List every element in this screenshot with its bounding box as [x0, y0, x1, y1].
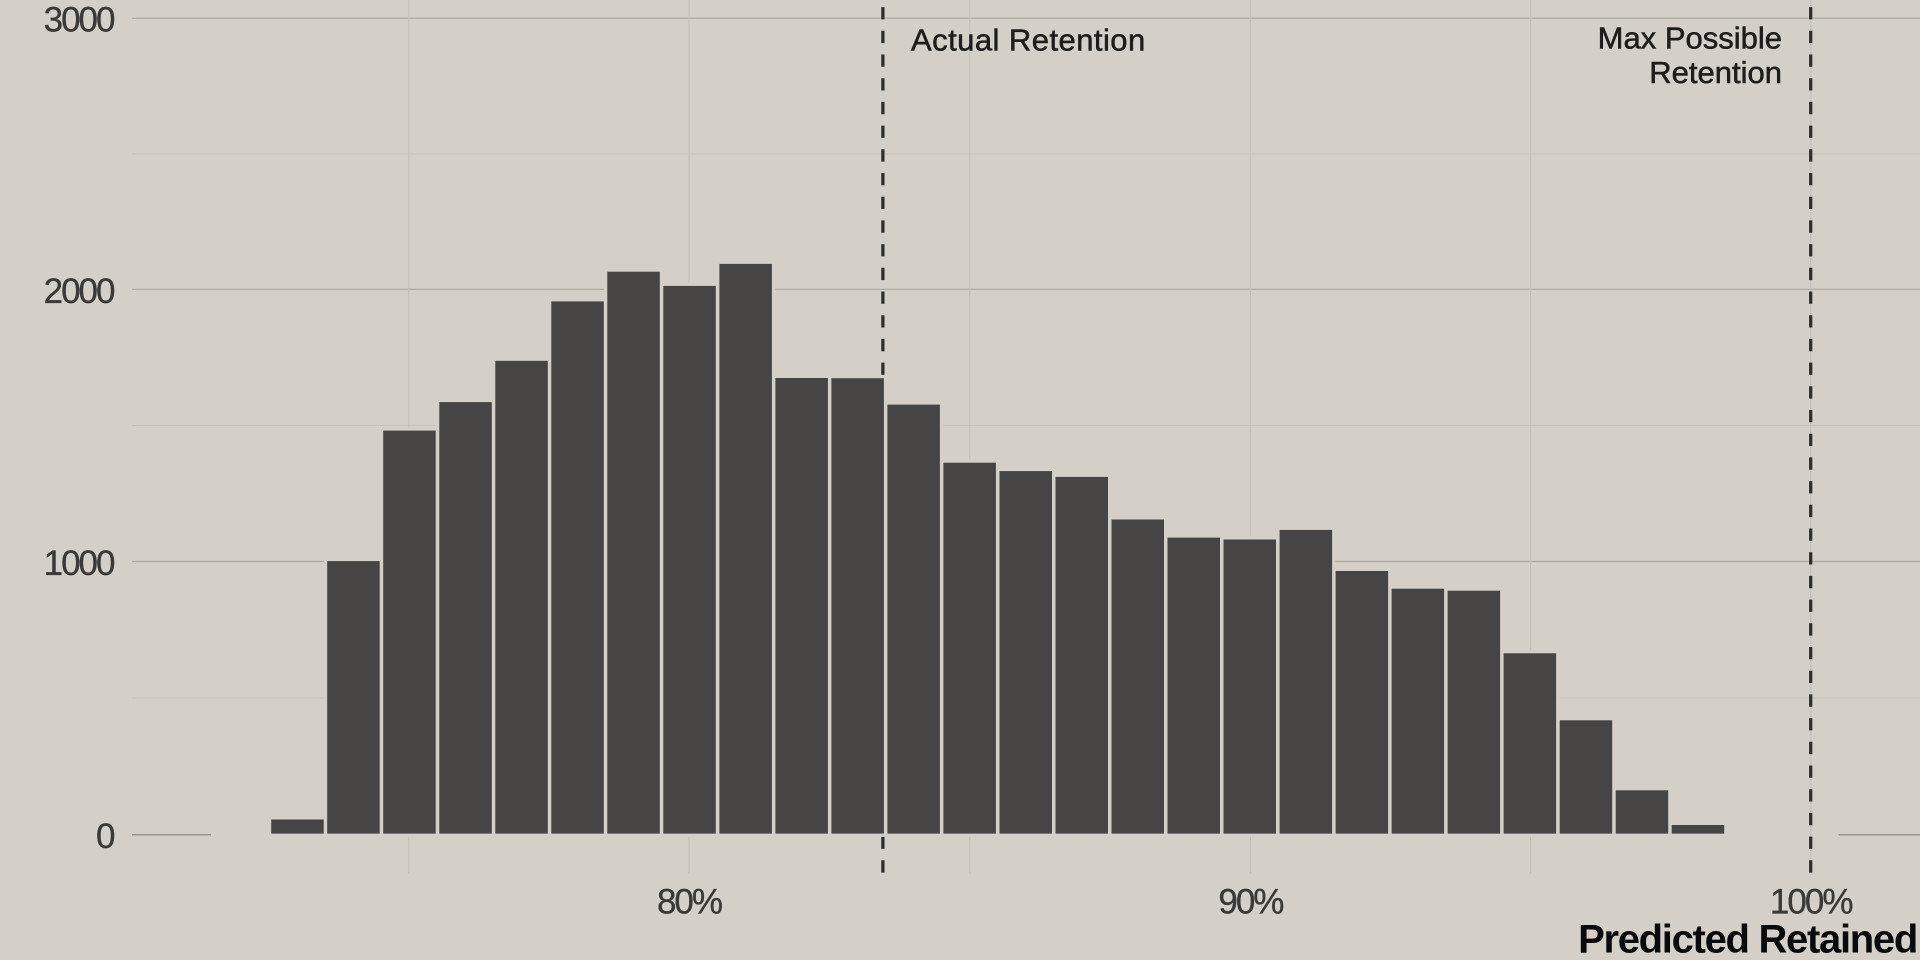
svg-text:Retention: Retention [1649, 55, 1782, 90]
svg-text:Predicted Retained: Predicted Retained [1578, 918, 1917, 960]
svg-text:90%: 90% [1218, 883, 1283, 922]
svg-text:2000: 2000 [44, 272, 115, 311]
svg-text:Actual Retention: Actual Retention [911, 23, 1146, 58]
svg-text:3000: 3000 [44, 1, 115, 40]
svg-text:80%: 80% [657, 883, 722, 922]
svg-text:Max Possible: Max Possible [1598, 21, 1782, 56]
svg-text:1000: 1000 [44, 544, 115, 583]
svg-text:100%: 100% [1770, 883, 1852, 922]
svg-text:0: 0 [96, 817, 115, 856]
